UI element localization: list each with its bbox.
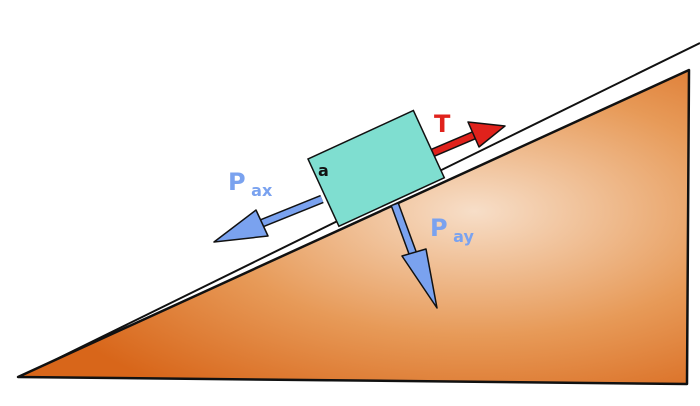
parallel-force-arrow [213, 194, 324, 243]
block [307, 109, 446, 228]
inclined-plane [16, 68, 691, 386]
perpendicular-force-arrow [390, 203, 438, 309]
parallel-force-label-main: P [228, 168, 246, 196]
tension-label: T [434, 110, 451, 138]
tension-arrow [428, 121, 506, 159]
perpendicular-force-label: P ay [430, 214, 474, 246]
parallel-force-label-sub: ax [251, 181, 273, 200]
perpendicular-force-label-sub: ay [453, 227, 474, 246]
block-label: a [318, 161, 329, 180]
perpendicular-force-label-main: P [430, 214, 448, 242]
parallel-force-label: P ax [228, 168, 273, 200]
